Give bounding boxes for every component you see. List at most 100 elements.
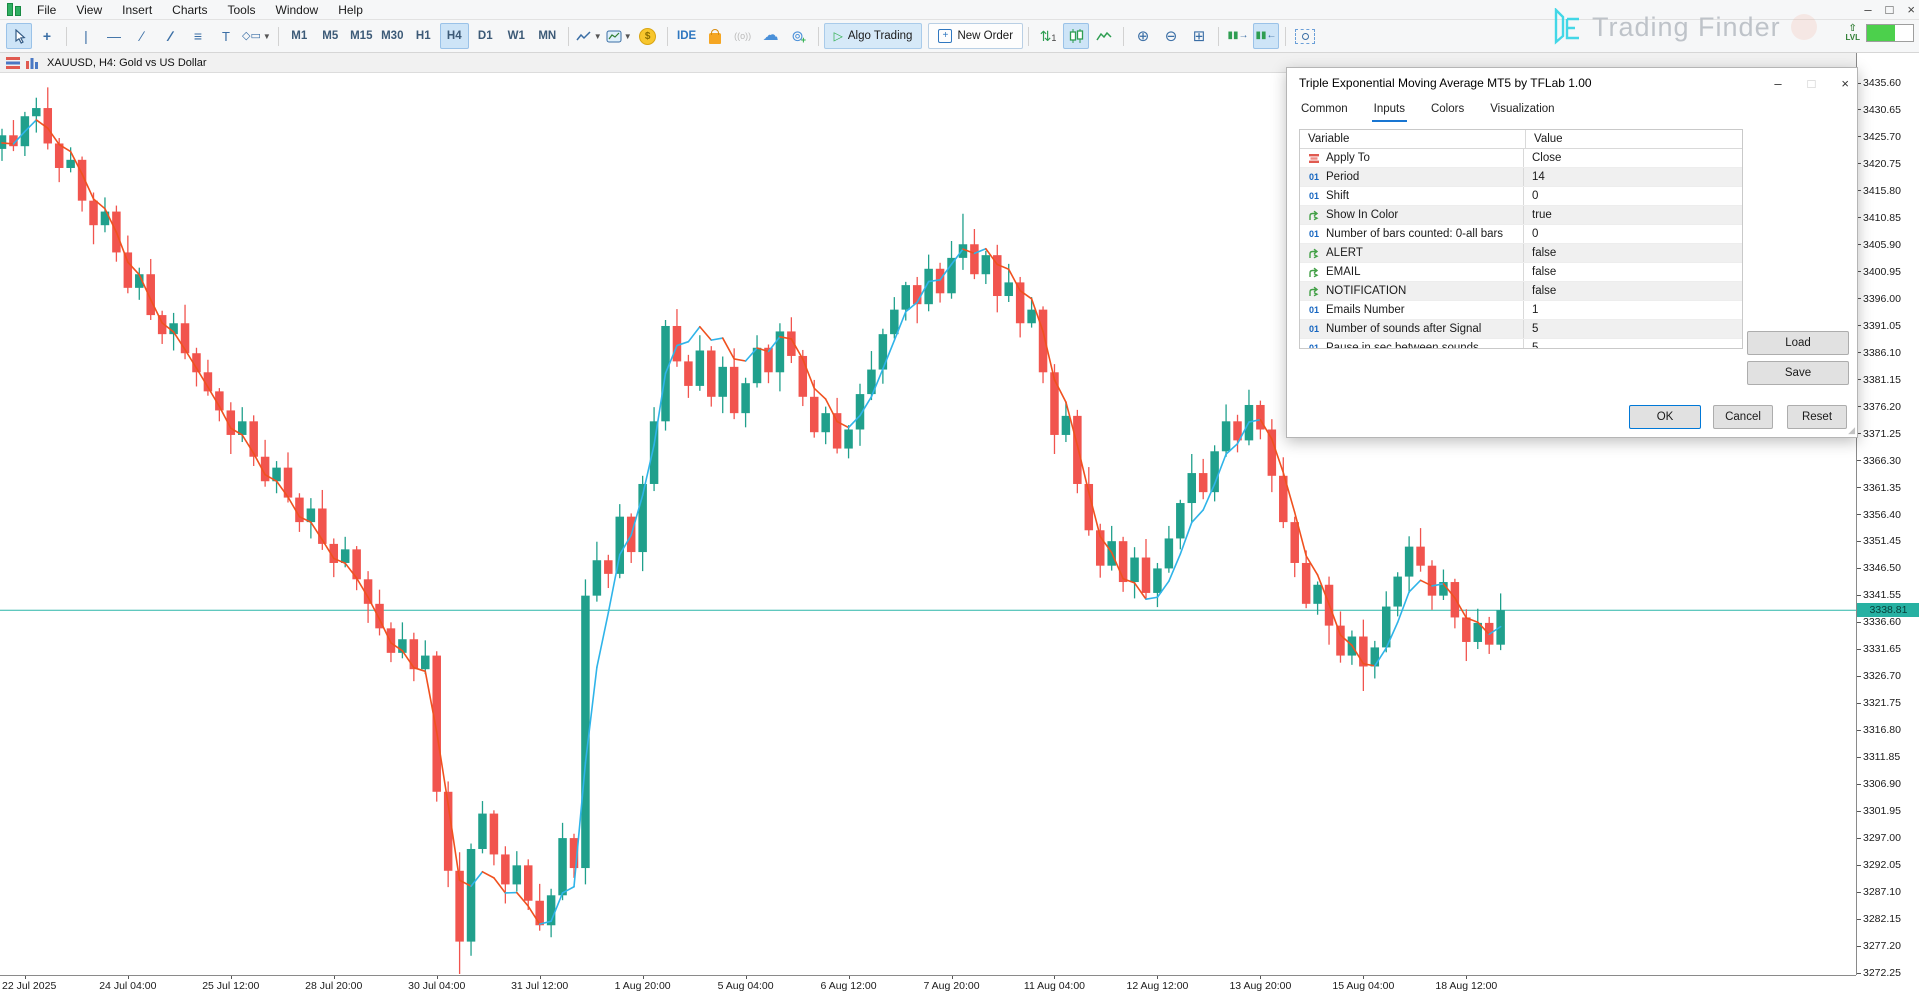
save-button[interactable]: Save — [1747, 361, 1849, 385]
vertical-line-tool-button[interactable]: | — [73, 23, 99, 49]
community-button[interactable]: ⊚ + — [791, 27, 807, 45]
tab-colors[interactable]: Colors — [1430, 103, 1465, 115]
lvl-toggle[interactable] — [1866, 24, 1914, 42]
param-value[interactable]: 5 — [1532, 342, 1539, 349]
timeframe-button-h1[interactable]: H1 — [415, 30, 431, 42]
parameter-row[interactable]: 01 Pause in sec between sounds 5 — [1300, 339, 1742, 349]
menu-item-view[interactable]: View — [76, 2, 103, 17]
algo-trading-button[interactable]: ▷ Algo Trading — [823, 23, 923, 49]
parameter-row[interactable]: 01 Number of sounds after Signal 5 — [1300, 320, 1742, 339]
menu-item-charts[interactable]: Charts — [172, 2, 208, 17]
menu-item-file[interactable]: File — [37, 2, 57, 17]
indicators-button[interactable]: ▼ — [575, 23, 603, 49]
resize-grip[interactable]: ◢ — [1848, 425, 1855, 435]
reset-button[interactable]: Reset — [1787, 405, 1847, 429]
menu-item-window[interactable]: Window — [275, 2, 319, 17]
parameter-row[interactable]: EMAIL false — [1300, 263, 1742, 282]
timeframe-button-m1[interactable]: M1 — [291, 30, 308, 42]
candle-body — [912, 285, 922, 305]
timeframe-button-m30[interactable]: M30 — [381, 30, 404, 42]
param-value[interactable]: false — [1532, 247, 1557, 259]
timeframe-button-m5[interactable]: M5 — [322, 30, 339, 42]
cancel-button[interactable]: Cancel — [1713, 405, 1773, 429]
crosshair-tool-button[interactable]: + — [34, 23, 60, 49]
cursor-tool-button[interactable] — [6, 23, 32, 49]
objects-panel-button[interactable]: ▼ — [605, 23, 633, 49]
param-value[interactable]: false — [1532, 266, 1557, 278]
tema-line-segment — [1419, 579, 1433, 587]
tema-line-segment — [1431, 582, 1445, 587]
menu-item-insert[interactable]: Insert — [122, 2, 153, 17]
load-button[interactable]: Load — [1747, 331, 1849, 355]
auto-scroll-button[interactable]: ▮▮→ — [1225, 23, 1251, 49]
price-axis[interactable]: 3338.81 3435.60 3430.65 3425.70 3420.75 3415… — [1856, 53, 1919, 979]
window-minimize-button[interactable]: – — [1864, 2, 1872, 17]
param-value[interactable]: Close — [1532, 152, 1562, 164]
candlestick-chart[interactable] — [0, 0, 1856, 996]
window-close-button[interactable]: × — [1907, 2, 1915, 17]
parameter-row[interactable]: 01 Number of bars counted: 0-all bars 0 — [1300, 225, 1742, 244]
dialog-title-bar[interactable]: Triple Exponential Moving Average MT5 by… — [1287, 68, 1857, 98]
time-axis[interactable]: 22 Jul 2025 24 Jul 04:00 25 Jul 12:00 28 Ju… — [0, 975, 1856, 996]
menu-item-tools[interactable]: Tools — [227, 2, 256, 17]
candle-body — [512, 865, 522, 885]
parameter-row[interactable]: Show In Color true — [1300, 206, 1742, 225]
timeframe-button-mn[interactable]: MN — [538, 30, 557, 42]
zoom-out-button[interactable]: ⊖ — [1158, 23, 1184, 49]
param-value[interactable]: 0 — [1532, 190, 1539, 202]
timeframe-button-m15[interactable]: M15 — [350, 30, 373, 42]
horizontal-line-tool-button[interactable]: — — [101, 23, 127, 49]
shapes-tool-button[interactable]: ◇▭ ▼ — [241, 23, 272, 49]
equidistant-tool-button[interactable]: ≡ — [185, 23, 211, 49]
tema-line-segment — [1099, 535, 1113, 554]
screenshot-button[interactable] — [1292, 23, 1318, 49]
tab-inputs[interactable]: Inputs — [1371, 100, 1407, 122]
parameter-row[interactable]: NOTIFICATION false — [1300, 282, 1742, 301]
param-value[interactable]: 1 — [1532, 304, 1539, 316]
zoom-in-button[interactable]: ⊕ — [1130, 23, 1156, 49]
tab-common[interactable]: Common — [1301, 103, 1348, 115]
window-restore-button[interactable]: □ — [1885, 2, 1894, 17]
menu-item-help[interactable]: Help — [338, 2, 363, 17]
time-tick — [1260, 976, 1262, 979]
candle-chart-mode-button[interactable] — [1063, 23, 1090, 49]
inputs-table[interactable]: Variable Value Apply To Close 01 Period 14 01… — [1299, 129, 1743, 349]
vps-button[interactable]: ☁ — [758, 23, 784, 49]
dialog-close-button[interactable]: × — [1841, 75, 1849, 91]
depth-of-market-button[interactable]: ⇅1 — [1035, 23, 1061, 49]
new-order-button[interactable]: + New Order — [928, 23, 1024, 49]
text-tool-button[interactable]: T — [213, 23, 239, 49]
timeframe-button-h4[interactable]: H4 — [439, 23, 469, 49]
ok-button[interactable]: OK — [1629, 405, 1701, 429]
param-value[interactable]: true — [1532, 209, 1552, 221]
parameter-row[interactable]: 01 Emails Number 1 — [1300, 301, 1742, 320]
parameter-row[interactable]: ALERT false — [1300, 244, 1742, 263]
parameter-row[interactable]: 01 Shift 0 — [1300, 187, 1742, 206]
tema-line-segment — [584, 666, 598, 764]
candle-body — [501, 854, 510, 885]
line-chart-mode-button[interactable] — [1091, 23, 1117, 49]
dialog-minimize-button[interactable]: – — [1774, 75, 1782, 91]
candle-body — [363, 579, 373, 604]
timeframe-button-w1[interactable]: W1 — [507, 30, 525, 42]
dollar-coin-icon: $ — [639, 27, 657, 45]
trendline-tool-button[interactable]: ∕ — [129, 23, 155, 49]
tile-windows-button[interactable]: ⊞ — [1186, 23, 1212, 49]
signals-button[interactable]: ((o)) — [734, 31, 752, 41]
ide-button[interactable]: IDE — [677, 30, 697, 42]
bool-type-icon — [1306, 248, 1322, 259]
timeframe-button-d1[interactable]: D1 — [477, 30, 493, 42]
deposit-button[interactable]: $ — [635, 23, 661, 49]
param-value[interactable]: false — [1532, 285, 1557, 297]
param-value[interactable]: 5 — [1532, 323, 1539, 335]
parameter-row[interactable]: Apply To Close — [1300, 149, 1742, 168]
param-value[interactable]: 14 — [1532, 171, 1545, 183]
new-order-label: New Order — [957, 30, 1014, 42]
chart-shift-button[interactable]: ▮▮← — [1253, 23, 1280, 49]
parameter-row[interactable]: 01 Period 14 — [1300, 168, 1742, 187]
param-variable: Number of bars counted: 0-all bars — [1326, 228, 1504, 240]
param-value[interactable]: 0 — [1532, 228, 1539, 240]
tab-visualization[interactable]: Visualization — [1490, 103, 1555, 115]
channel-tool-button[interactable]: ∕∕ — [157, 23, 183, 49]
market-button[interactable] — [702, 23, 728, 49]
